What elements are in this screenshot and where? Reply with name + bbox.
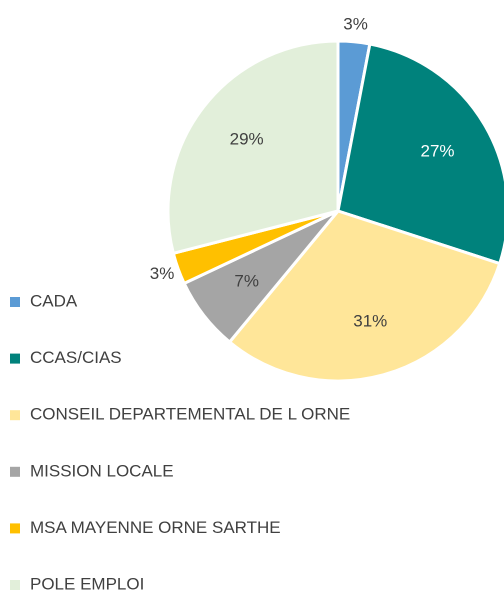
legend-label: CCAS/CIAS xyxy=(30,348,122,367)
legend-label: POLE EMPLOI xyxy=(30,574,144,593)
legend-label: CADA xyxy=(30,291,78,310)
data-label: 29% xyxy=(230,130,264,149)
legend-swatch xyxy=(10,580,20,590)
pie-slice xyxy=(336,42,504,266)
legend-swatch xyxy=(10,297,20,307)
pie-slice xyxy=(227,209,502,383)
legend-swatch xyxy=(10,410,20,421)
legend-label: CONSEIL DEPARTEMENTAL DE L ORNE xyxy=(30,405,350,424)
data-label: 27% xyxy=(420,142,454,161)
data-label: 7% xyxy=(234,271,259,290)
data-label: 3% xyxy=(343,14,368,33)
legend-swatch xyxy=(10,466,20,477)
data-label: 3% xyxy=(150,264,175,283)
legend-swatch xyxy=(10,523,20,534)
data-label: 31% xyxy=(353,311,387,330)
legend-label: MSA MAYENNE ORNE SARTHE xyxy=(30,518,281,537)
legend-label: MISSION LOCALE xyxy=(30,461,174,480)
pie-slice xyxy=(166,39,340,256)
legend-swatch xyxy=(10,353,20,364)
